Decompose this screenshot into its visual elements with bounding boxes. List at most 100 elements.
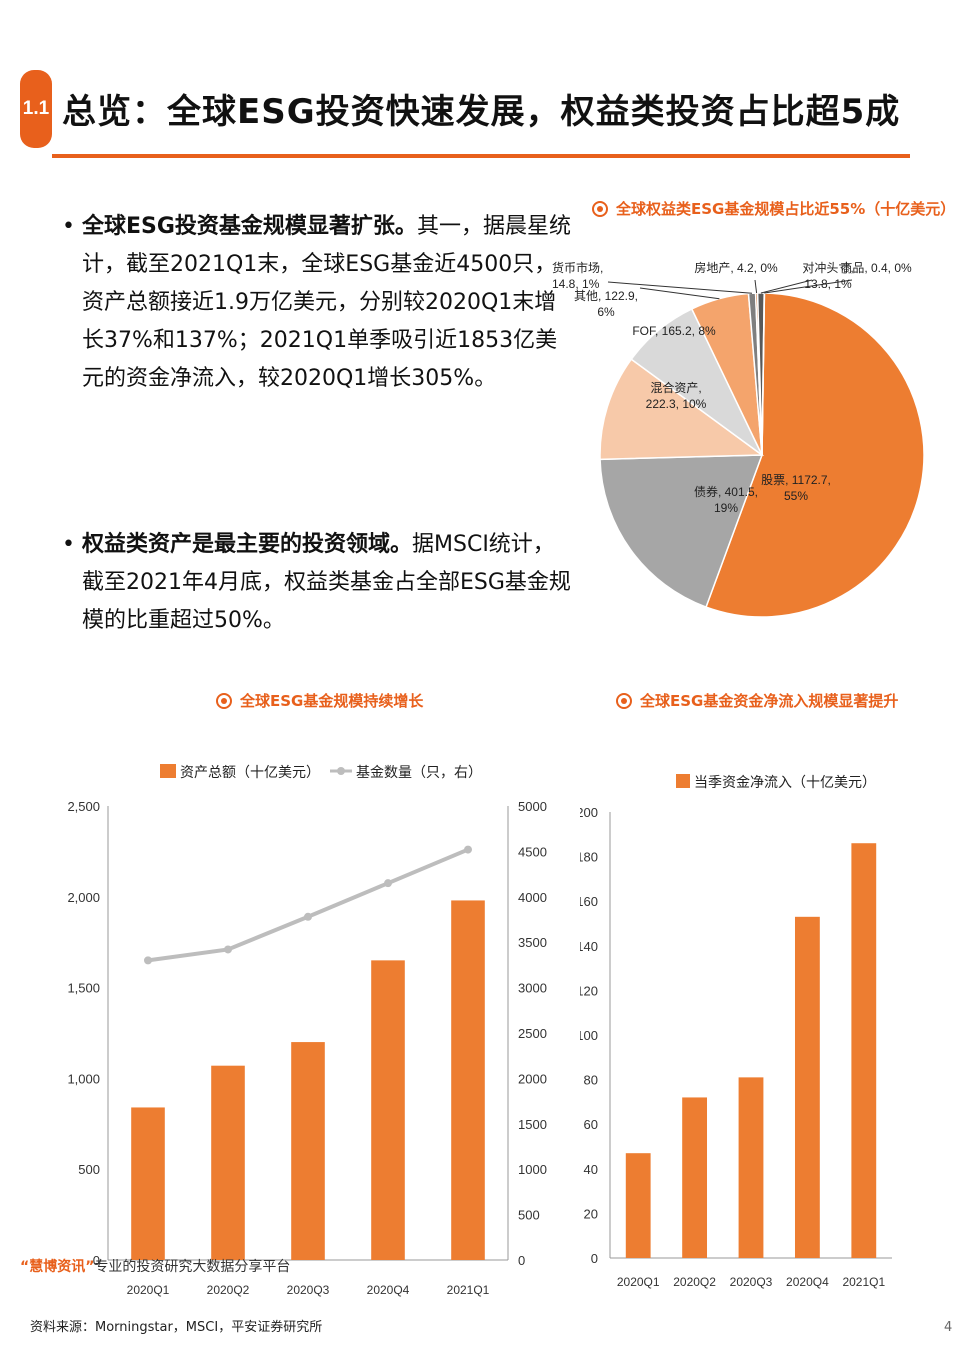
pie-label-7: 对冲头寸, 13.8, 1% (802, 260, 853, 291)
y-tick-label: 140 (580, 939, 598, 954)
y-tick-label: 2,000 (67, 890, 100, 905)
pie-label-5: 货币市场, 14.8, 1% (552, 260, 603, 291)
pie-slice-1 (599, 454, 764, 608)
pie-label-6: 房地产, 4.2, 0% (694, 260, 778, 275)
pie-leader-line-7 (760, 279, 813, 294)
bullet-2-text: 据MSCI统计，截至2021年4月底，权益类基金占全部ESG基金规模的比重超过5… (82, 532, 571, 633)
y-tick-label: 40 (584, 1162, 598, 1177)
y-tick-label: 80 (584, 1073, 598, 1088)
bar-asset-2020Q1 (131, 1107, 165, 1260)
section-number-badge: 1.1 (20, 70, 52, 148)
y2-tick-label: 1000 (518, 1162, 547, 1177)
point-fund-count-2020Q3 (304, 912, 312, 921)
x-tick-label: 2021Q1 (447, 1283, 490, 1297)
bar-inflow-2021Q1 (851, 843, 877, 1258)
bullet-1-text: 其一，据晨星统计，截至2021Q1末，全球ESG基金近4500只，资产总额接近1… (82, 214, 571, 391)
legend-marker-fund-count (337, 767, 345, 775)
page-title: 总览：全球ESG投资快速发展，权益类投资占比超5成 (62, 92, 901, 132)
pie-chart-title: 全球权益类ESG基金规模占比近55%（十亿美元） (592, 198, 955, 219)
pie-label-2: 混合资产, 222.3, 10% (646, 380, 707, 411)
source-note: 资料来源：Morningstar，MSCI，平安证券研究所 (30, 1320, 323, 1335)
bar-asset-2020Q2 (211, 1065, 245, 1260)
point-fund-count-2020Q2 (224, 945, 232, 954)
x-tick-label: 2020Q1 (127, 1283, 170, 1297)
y-tick-label: 120 (580, 983, 598, 998)
pie-label-0: 股票, 1172.7, 55% (761, 473, 831, 503)
bullet-dot-icon: • (62, 214, 75, 239)
y-tick-label: 160 (580, 894, 598, 909)
x-tick-label: 2020Q1 (617, 1275, 660, 1289)
pie-slice-2 (599, 358, 765, 461)
pie-label-3: FOF, 165.2, 8% (632, 324, 716, 338)
legend-swatch-assets (160, 764, 176, 778)
bar-inflow-2020Q2 (682, 1097, 708, 1258)
x-tick-label: 2021Q1 (842, 1275, 885, 1289)
bullet-equity-dominant: • 权益类资产是最主要的投资领域。据MSCI统计，截至2021年4月底，权益类基… (62, 526, 572, 640)
footer-brand-tagline: 专业的投资研究大数据分享平台 (94, 1259, 291, 1275)
pie-chart-title-text: 全球权益类ESG基金规模占比近55%（十亿美元） (616, 200, 956, 218)
y-tick-label: 0 (591, 1251, 598, 1266)
y-tick-label: 60 (584, 1117, 598, 1132)
y-tick-label: 0 (93, 1253, 100, 1268)
target-icon (592, 200, 608, 217)
x-tick-label: 2020Q2 (207, 1283, 250, 1297)
y-tick-label: 100 (580, 1028, 598, 1043)
y-tick-label: 1,500 (67, 981, 100, 996)
y2-tick-label: 3000 (518, 981, 547, 996)
y2-tick-label: 4000 (518, 890, 547, 905)
y2-tick-label: 0 (518, 1253, 525, 1268)
y-tick-label: 200 (580, 805, 598, 820)
pie-label-4: 其他, 122.9, 6% (574, 289, 638, 319)
bar-inflow-2020Q1 (625, 1153, 651, 1258)
pie-leader-line-4 (639, 287, 720, 300)
y2-tick-label: 4500 (518, 844, 547, 859)
target-icon (216, 692, 232, 709)
y-tick-label: 180 (580, 850, 598, 865)
title-divider (52, 154, 910, 158)
net-inflow-chart: 0 20 40 60 80 100 120 140 160 180 200 2020Q1 2020Q2 2… (580, 774, 892, 1289)
legend-label-inflow: 当季资金净流入（十亿美元） (694, 774, 876, 790)
bar-asset-2020Q4 (371, 960, 405, 1260)
y2-tick-label: 2000 (518, 1071, 547, 1086)
point-fund-count-2021Q1 (464, 845, 472, 854)
asset-chart-title-text: 全球ESG基金规模持续增长 (240, 692, 424, 710)
y-tick-label: 1,000 (67, 1071, 100, 1086)
y2-tick-label: 2500 (518, 1026, 547, 1041)
inflow-chart-title-text: 全球ESG基金资金净流入规模显著提升 (640, 692, 899, 710)
y2-tick-label: 5000 (518, 799, 547, 814)
x-tick-label: 2020Q4 (786, 1275, 829, 1289)
asset-chart-title: 全球ESG基金规模持续增长 (216, 690, 423, 711)
x-tick-label: 2020Q3 (287, 1283, 330, 1297)
asset-growth-chart: 0 500 1,000 1,500 2,000 2,500 0 500 1000 1500 2000… (67, 764, 547, 1297)
point-fund-count-2020Q4 (384, 879, 392, 888)
bar-asset-2021Q1 (451, 900, 485, 1260)
legend-swatch-inflow (676, 774, 690, 788)
footer-brand: “慧博资讯”专业的投资研究大数据分享平台 (20, 1256, 290, 1276)
footer-brand-name: “慧博资讯” (20, 1259, 95, 1275)
y-tick-label: 500 (78, 1162, 100, 1177)
target-icon (616, 692, 632, 709)
pie-leader-line-8 (764, 279, 853, 294)
bar-inflow-2020Q4 (794, 916, 820, 1258)
pie-chart: 股票, 1172.7, 55%债券, 401.5, 19% 混合资产, 222.3, 1… (552, 260, 925, 618)
x-tick-label: 2020Q2 (673, 1275, 716, 1289)
page-number: 4 (944, 1320, 953, 1335)
bar-inflow-2020Q3 (738, 1077, 764, 1258)
legend-label-fund-count: 基金数量（只，右） (356, 764, 482, 780)
y2-tick-label: 1500 (518, 1117, 547, 1132)
x-tick-label: 2020Q4 (367, 1283, 410, 1297)
y-tick-label: 20 (584, 1206, 598, 1221)
inflow-chart-title: 全球ESG基金资金净流入规模显著提升 (616, 690, 898, 711)
pie-label-1: 债券, 401.5, 19% (694, 484, 758, 515)
pie-leader-line-5 (607, 281, 753, 294)
y2-tick-label: 3500 (518, 935, 547, 950)
y2-tick-label: 500 (518, 1208, 540, 1223)
legend-label-assets: 资产总额（十亿美元） (180, 764, 320, 780)
pie-label-8: 商品, 0.4, 0% (840, 260, 912, 275)
pie-slice-0 (705, 292, 925, 618)
pie-leader-line-6 (754, 279, 758, 294)
x-tick-label: 2020Q3 (730, 1275, 773, 1289)
y-tick-label: 2,500 (67, 799, 100, 814)
line-fund-count (147, 847, 469, 963)
bullet-dot-icon: • (62, 532, 75, 557)
